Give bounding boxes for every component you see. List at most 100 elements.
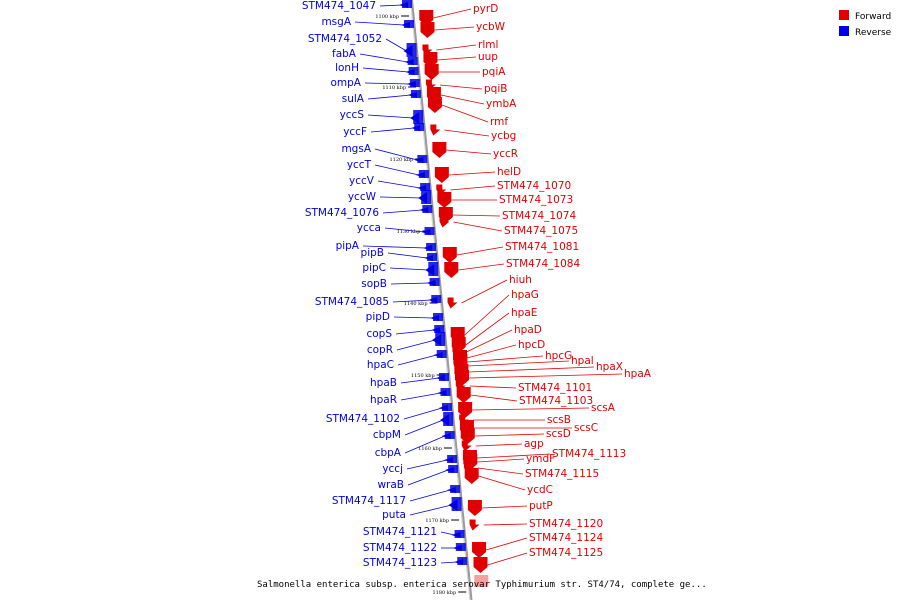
gene-label-reverse[interactable]: STM474_1052	[308, 33, 382, 45]
gene-feature-forward[interactable]	[469, 519, 476, 525]
gene-label-forward[interactable]: hpcG	[545, 350, 572, 362]
gene-label-forward[interactable]: hpcD	[518, 339, 545, 351]
gene-label-reverse[interactable]: wraB	[377, 479, 404, 491]
gene-feature-forward[interactable]	[434, 167, 449, 177]
gene-label-forward[interactable]: STM474_1073	[499, 194, 573, 206]
gene-label-reverse[interactable]: sulA	[342, 93, 365, 105]
gene-feature-forward[interactable]	[424, 64, 439, 74]
gene-label-forward[interactable]: scsB	[547, 414, 571, 426]
gene-label-forward[interactable]: hpal	[571, 355, 594, 367]
gene-label-forward[interactable]: helD	[497, 166, 521, 178]
gene-label-forward[interactable]: hpaA	[624, 368, 652, 380]
gene-label-reverse[interactable]: pipC	[362, 262, 386, 274]
gene-feature-forward[interactable]	[453, 360, 460, 366]
gene-labels[interactable]: STM474_1047 msgA STM474_1052 fabA lonH ompA su…	[302, 0, 652, 569]
gene-label-reverse[interactable]: puta	[382, 509, 406, 521]
gene-feature-forward[interactable]	[459, 420, 474, 430]
gene-label-forward[interactable]: STM474_1075	[504, 225, 578, 237]
gene-label-forward[interactable]: STM474_1113	[552, 448, 626, 460]
gene-label-reverse[interactable]: yccS	[340, 109, 365, 121]
gene-label-forward[interactable]: pqiA	[482, 66, 506, 78]
gene-label-reverse[interactable]: STM474_1085	[315, 296, 389, 308]
gene-label-reverse[interactable]: hpaB	[370, 377, 397, 389]
gene-feature-forward[interactable]	[425, 79, 432, 85]
gene-feature-forward[interactable]	[454, 370, 469, 380]
gene-feature-forward[interactable]	[437, 192, 452, 202]
gene-label-reverse[interactable]: mgsA	[341, 143, 371, 155]
gene-label-reverse[interactable]: hpaC	[367, 359, 394, 371]
gene-label-reverse[interactable]: STM474_1047	[302, 0, 376, 12]
gene-feature-forward[interactable]	[427, 97, 442, 107]
gene-feature-forward[interactable]	[451, 337, 466, 347]
gene-label-reverse[interactable]: fabA	[332, 48, 357, 60]
gene-label-forward[interactable]: scsD	[546, 428, 571, 440]
gene-feature-forward[interactable]	[456, 387, 471, 397]
gene-label-forward[interactable]: putP	[529, 500, 553, 512]
gene-feature-forward[interactable]	[426, 87, 441, 97]
gene-feature-forward[interactable]	[460, 428, 475, 438]
gene-feature-forward[interactable]	[430, 124, 437, 130]
gene-feature-forward[interactable]	[438, 207, 453, 217]
gene-label-forward[interactable]: STM474_1070	[497, 180, 571, 192]
gene-label-forward[interactable]: pqiB	[484, 83, 507, 95]
gene-label-reverse[interactable]: pipB	[361, 247, 384, 259]
gene-feature-forward[interactable]	[467, 500, 482, 510]
gene-label-reverse[interactable]: yccF	[343, 126, 367, 138]
gene-label-reverse[interactable]: yccW	[348, 191, 377, 203]
gene-label-forward[interactable]: ymdF	[526, 453, 555, 465]
gene-feature-forward[interactable]	[420, 22, 435, 32]
gene-label-forward[interactable]: ycbg	[491, 130, 516, 142]
gene-label-forward[interactable]: hpaG	[511, 289, 539, 301]
gene-label-reverse[interactable]: hpaR	[370, 394, 397, 406]
gene-feature-forward[interactable]	[464, 468, 479, 478]
gene-label-reverse[interactable]: STM474_1102	[326, 413, 400, 425]
gene-label-reverse[interactable]: STM474_1122	[363, 542, 437, 554]
gene-feature-forward[interactable]	[439, 216, 446, 222]
gene-label-reverse[interactable]: yccT	[347, 159, 372, 171]
gene-label-reverse[interactable]: yccj	[382, 463, 403, 475]
gene-label-forward[interactable]: ycbW	[476, 21, 506, 33]
gene-feature-forward[interactable]	[452, 346, 459, 352]
gene-label-forward[interactable]: STM474_1081	[505, 241, 579, 253]
gene-label-reverse[interactable]: copS	[366, 328, 392, 340]
gene-label-forward[interactable]: scsC	[574, 422, 598, 434]
gene-label-forward[interactable]: uup	[478, 51, 498, 63]
gene-label-reverse[interactable]: ompA	[330, 77, 361, 89]
gene-feature-forward[interactable]	[458, 402, 473, 412]
gene-label-forward[interactable]: ymbA	[486, 98, 517, 110]
gene-feature-forward[interactable]	[419, 10, 434, 20]
gene-feature-forward[interactable]	[444, 262, 459, 272]
gene-label-forward[interactable]: pyrD	[473, 3, 498, 15]
gene-feature-forward[interactable]	[472, 542, 487, 552]
gene-feature-forward[interactable]	[442, 247, 457, 257]
gene-label-reverse[interactable]: sopB	[361, 278, 387, 290]
gene-label-forward[interactable]: hpaD	[514, 324, 542, 336]
gene-feature-forward[interactable]	[459, 414, 466, 420]
gene-feature-forward[interactable]	[453, 354, 468, 364]
gene-label-reverse[interactable]: STM474_1076	[305, 207, 379, 219]
gene-label-reverse[interactable]: cbpA	[375, 447, 402, 459]
gene-feature-forward[interactable]	[436, 184, 443, 190]
gene-label-forward[interactable]: STM474_1101	[518, 382, 592, 394]
gene-feature-forward[interactable]	[423, 52, 438, 62]
gene-feature-forward[interactable]	[463, 462, 470, 468]
gene-label-reverse[interactable]: STM474_1117	[332, 495, 406, 507]
gene-label-reverse[interactable]: pipD	[366, 311, 390, 323]
gene-label-forward[interactable]: hiuh	[509, 274, 532, 286]
gene-label-reverse[interactable]: msgA	[321, 16, 351, 28]
gene-label-reverse[interactable]: STM474_1123	[363, 557, 437, 569]
gene-label-forward[interactable]: rmf	[490, 116, 508, 128]
gene-label-reverse[interactable]: cbpM	[373, 429, 401, 441]
gene-label-forward[interactable]: rlml	[478, 39, 498, 51]
gene-label-forward[interactable]: hpaE	[511, 307, 537, 319]
gene-feature-forward[interactable]	[432, 142, 447, 152]
gene-feature-forward[interactable]	[463, 454, 478, 464]
gene-label-forward[interactable]: agp	[524, 438, 544, 450]
gene-feature-forward[interactable]	[473, 557, 488, 567]
gene-label-forward[interactable]: STM474_1115	[525, 468, 599, 480]
gene-label-reverse[interactable]: pipA	[336, 240, 360, 252]
gene-label-forward[interactable]: STM474_1125	[529, 547, 603, 559]
gene-label-forward[interactable]: STM474_1120	[529, 518, 603, 530]
gene-feature-forward[interactable]	[447, 297, 454, 303]
gene-label-reverse[interactable]: copR	[367, 344, 393, 356]
